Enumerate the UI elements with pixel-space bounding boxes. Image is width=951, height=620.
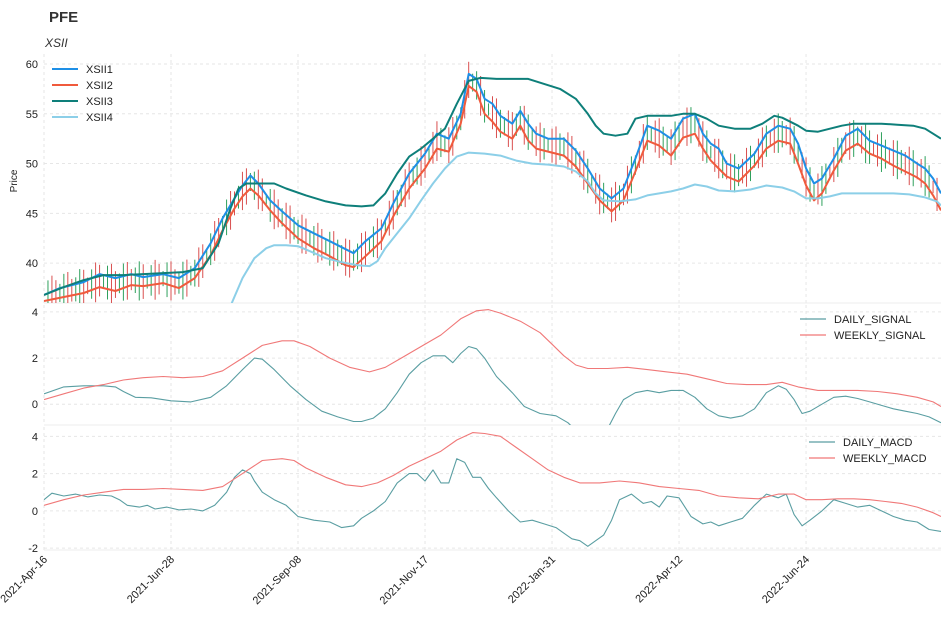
series-line-xsii3 [44,76,941,296]
panel-signal: 0 2 4 DAILY_SIGNAL WEEKLY_SIGNAL [32,305,941,426]
series-line-daily_macd [44,458,941,547]
x-tick-label: 2021-Sep-08 [251,554,304,607]
y-tick-label: 4 [32,307,38,319]
grid-lines [43,305,941,425]
series-line-weekly_signal [44,309,941,407]
y-tick-label: 2 [32,469,38,481]
y-tick-label: 0 [32,506,38,518]
legend-label: WEEKLY_SIGNAL [834,330,926,342]
chart-title: PFE [49,9,78,26]
y-tick-label: 50 [26,159,38,171]
legend: DAILY_SIGNAL WEEKLY_SIGNAL [800,314,926,342]
legend: XSII1 XSII2 XSII3 XSII4 [52,64,113,124]
series-line-xsii1 [44,72,941,296]
panel-macd: -2 0 2 4 DAILY_MACD WEEKLY_MACD [28,427,941,555]
series-line-xsii2 [44,84,941,302]
x-tick-label: 2021-Nov-17 [378,554,431,607]
series-lines [44,309,941,425]
series-line-daily_signal [44,345,941,425]
x-tick-label: 2021-Apr-16 [0,554,50,606]
legend-label: XSII4 [86,112,113,124]
x-tick-label: 2022-Apr-12 [633,554,685,606]
x-tick-label: 2022-Jan-31 [506,554,558,606]
legend-label: WEEKLY_MACD [843,453,927,465]
legend-label: DAILY_MACD [843,437,913,449]
y-tick-label: 0 [32,399,38,411]
y-tick-label: 2 [32,353,38,365]
y-tick-label: -2 [28,543,38,555]
legend-label: DAILY_SIGNAL [834,314,911,326]
x-tick-label: 2021-Jun-28 [125,554,177,606]
legend-label: XSII2 [86,80,113,92]
legend-label: XSII1 [86,64,113,76]
y-tick-label: 60 [26,59,38,71]
chart-subtitle: XSII [44,36,68,50]
y-tick-label: 45 [26,208,38,220]
legend-label: XSII3 [86,96,113,108]
series-lines [44,72,941,303]
series-lines [44,432,941,547]
legend: DAILY_MACD WEEKLY_MACD [809,437,927,465]
price-axis-label: Price [9,169,20,192]
series-line-xsii4 [230,151,941,303]
y-tick-label: 55 [26,109,38,121]
x-tick-label: 2022-Jun-24 [760,554,812,606]
panel-price: 40 45 50 55 60 XSII1 XSII2 XSII3 XSII4 [26,54,941,304]
x-axis: 2021-Apr-16 2021-Jun-28 2021-Sep-08 2021-No… [0,554,812,607]
grid-lines [43,427,941,550]
y-tick-label: 40 [26,258,38,270]
series-line-weekly_macd [44,432,941,517]
y-tick-label: 4 [32,431,38,443]
